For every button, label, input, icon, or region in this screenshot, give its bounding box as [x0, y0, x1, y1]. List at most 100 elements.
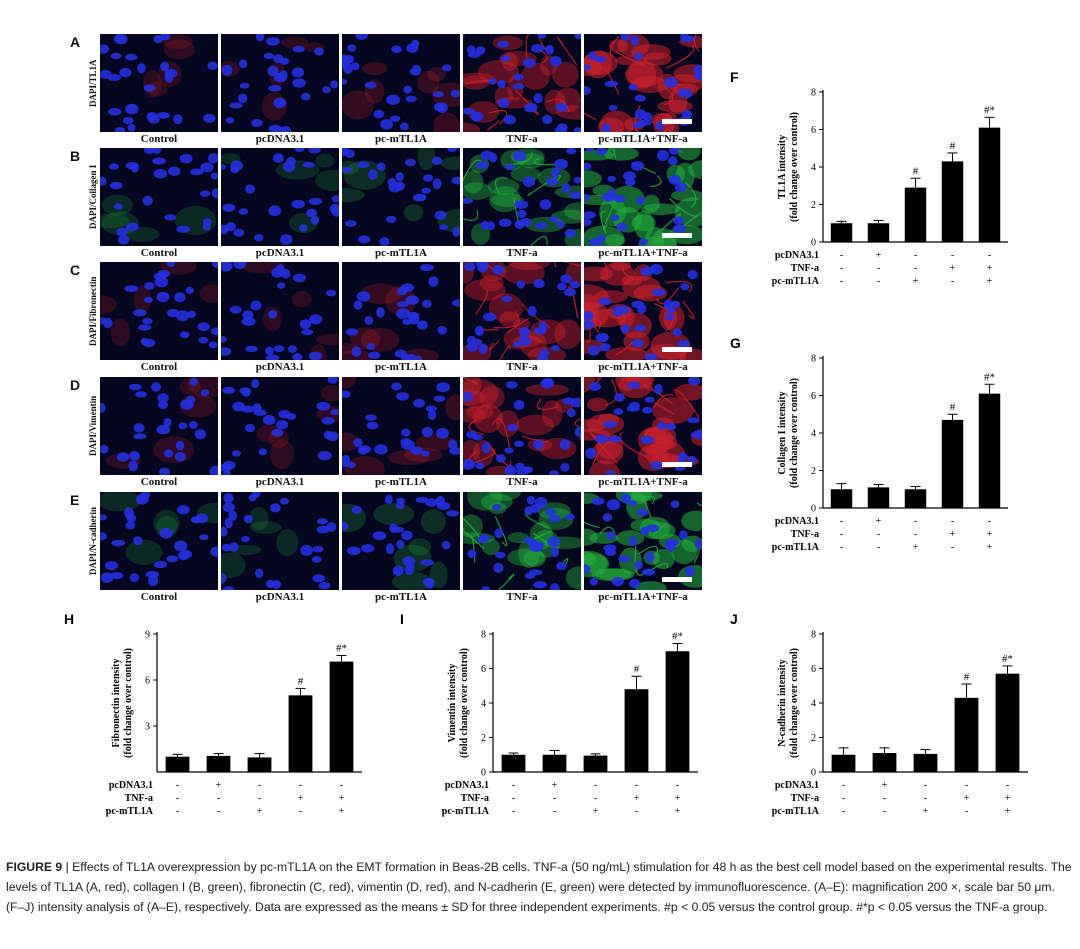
- significance-mark: #: [634, 663, 640, 675]
- treatment-sign: -: [951, 542, 954, 553]
- treatment-sign: -: [340, 780, 343, 791]
- treatment-label: TNF-a: [791, 793, 819, 804]
- bar: [542, 754, 567, 772]
- panel-letter: I: [400, 611, 404, 627]
- chart-I: I 0 2 4 6 8 Vimentin intensity (fold change ove…: [398, 608, 718, 836]
- treatment-sign: -: [914, 516, 917, 527]
- y-axis-label-sub: (fold change over control): [789, 112, 800, 222]
- y-tick-label: 4: [811, 429, 816, 440]
- y-axis-label-sub: (fold change over control): [459, 648, 470, 758]
- y-axis-label-sub: (fold change over control): [789, 648, 800, 758]
- scale-bar: [662, 577, 692, 582]
- treatment-sign: +: [913, 276, 919, 287]
- panel-letter: G: [730, 335, 741, 351]
- micrograph: [221, 148, 339, 246]
- chart-svg: G 0 2 4 6 8 Collagen I intensity (fold change o…: [730, 335, 1008, 553]
- chart-G: G 0 2 4 6 8 Collagen I intensity (fold change o…: [728, 332, 1028, 572]
- treatment-sign: -: [842, 806, 845, 817]
- y-tick-label: 4: [481, 699, 486, 710]
- bar: [867, 487, 890, 508]
- scale-bar: [662, 233, 692, 238]
- treatment-sign: -: [553, 806, 556, 817]
- treatment-sign: -: [883, 793, 886, 804]
- chart-svg: I 0 2 4 6 8 Vimentin intensity (fold change ove…: [400, 611, 698, 817]
- treatment-sign: -: [1006, 780, 1009, 791]
- micrograph: [342, 377, 460, 475]
- significance-mark: #*: [1002, 653, 1013, 665]
- micrograph: [584, 492, 702, 590]
- y-tick-label: 4: [811, 699, 816, 710]
- column-label: Control: [140, 591, 178, 603]
- treatment-label: TNF-a: [791, 529, 819, 540]
- y-axis-label-sub: (fold change over control): [123, 648, 134, 758]
- treatment-sign: -: [258, 793, 261, 804]
- bar: [995, 673, 1020, 772]
- bar: [288, 695, 313, 772]
- treatment-sign: +: [298, 793, 304, 804]
- treatment-label: pcDNA3.1: [775, 780, 819, 791]
- micrograph: [221, 34, 339, 132]
- treatment-sign: -: [914, 250, 917, 261]
- significance-mark: #: [964, 671, 970, 683]
- column-label: TNF-a: [506, 361, 538, 373]
- treatment-label: pc-mTL1A: [442, 806, 490, 817]
- treatment-sign: -: [842, 780, 845, 791]
- scale-bar: [662, 462, 692, 467]
- treatment-sign: -: [512, 793, 515, 804]
- treatment-sign: +: [1005, 793, 1011, 804]
- caption-body: | Effects of TL1A overexpression by pc-m…: [6, 860, 1072, 914]
- column-label: pc-mTL1A: [375, 247, 427, 259]
- y-tick-label: 2: [481, 733, 486, 744]
- y-axis-label: Fibronectin intensity: [111, 659, 122, 748]
- treatment-sign: +: [923, 806, 929, 817]
- treatment-sign: +: [987, 542, 993, 553]
- column-label: Control: [140, 361, 178, 373]
- bar: [941, 161, 964, 242]
- figure-caption: FIGURE 9 | Effects of TL1A overexpressio…: [6, 857, 1074, 917]
- column-label: pcDNA3.1: [255, 591, 305, 603]
- panel-row: Control pcDNA3.1 pc-mTL1A TNF-a pc-mTL1A+TNF…: [100, 492, 702, 610]
- significance-mark: #*: [984, 104, 995, 116]
- treatment-sign: -: [924, 793, 927, 804]
- treatment-sign: +: [552, 780, 558, 791]
- treatment-sign: -: [176, 806, 179, 817]
- scale-bar: [662, 347, 692, 352]
- treatment-sign: -: [877, 529, 880, 540]
- y-tick-label: 8: [481, 630, 486, 641]
- y-tick-label: 2: [811, 733, 816, 744]
- row-stain-label: DAPI/Vimentin: [88, 395, 98, 457]
- y-tick-label: 6: [811, 125, 816, 136]
- column-label: pc-mTL1A+TNF-a: [598, 133, 688, 145]
- bar: [830, 223, 853, 242]
- treatment-sign: -: [914, 263, 917, 274]
- treatment-sign: -: [951, 516, 954, 527]
- chart-H: H 3 6 9 Fibronectin intensity (fold change ov…: [62, 608, 382, 836]
- column-label: TNF-a: [506, 133, 538, 145]
- treatment-sign: +: [964, 793, 970, 804]
- treatment-label: pc-mTL1A: [772, 542, 820, 553]
- bar: [904, 489, 927, 508]
- treatment-label: TNF-a: [461, 793, 489, 804]
- treatment-sign: -: [635, 780, 638, 791]
- bar: [665, 651, 690, 772]
- treatment-sign: -: [840, 516, 843, 527]
- bar: [978, 127, 1001, 242]
- micrograph: [221, 377, 339, 475]
- treatment-sign: -: [512, 806, 515, 817]
- treatment-sign: -: [951, 250, 954, 261]
- panel-letter: C: [70, 262, 81, 278]
- treatment-sign: -: [176, 780, 179, 791]
- bar: [329, 661, 354, 772]
- column-label: pc-mTL1A+TNF-a: [598, 247, 688, 259]
- treatment-label: pc-mTL1A: [772, 806, 820, 817]
- column-label: pcDNA3.1: [255, 247, 305, 259]
- treatment-sign: +: [593, 806, 599, 817]
- micrograph: [463, 377, 581, 475]
- y-tick-label: 0: [811, 238, 816, 249]
- panel-letter: A: [70, 34, 81, 50]
- treatment-sign: -: [988, 516, 991, 527]
- panel-row: Control pcDNA3.1 pc-mTL1A TNF-a pc-mTL1A+TNF…: [100, 377, 702, 495]
- treatment-sign: -: [965, 780, 968, 791]
- chart-svg: H 3 6 9 Fibronectin intensity (fold change ov…: [64, 611, 362, 817]
- treatment-sign: +: [675, 806, 681, 817]
